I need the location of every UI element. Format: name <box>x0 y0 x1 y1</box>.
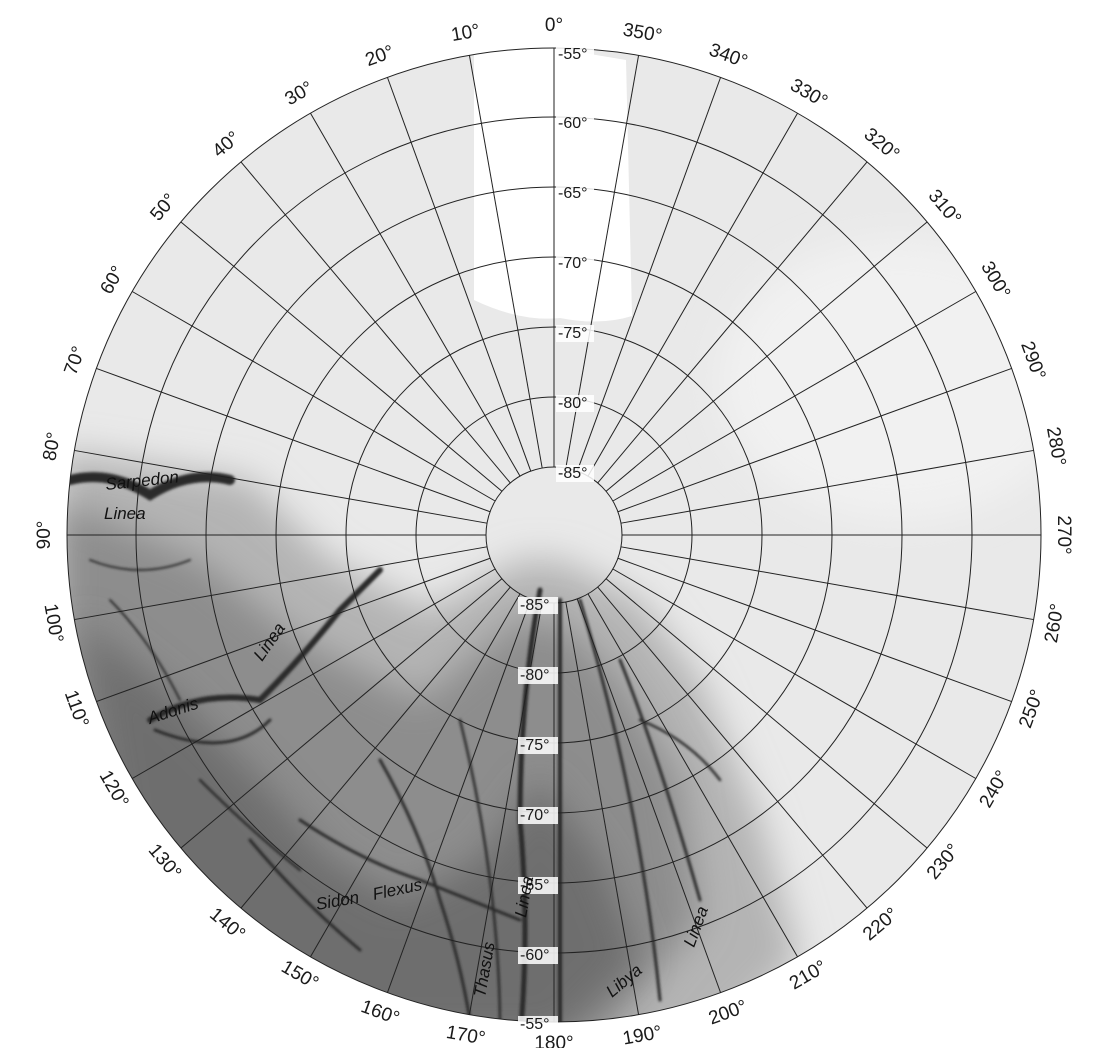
lat-label-bg <box>518 737 558 754</box>
longitude-label: 220° <box>859 904 903 945</box>
longitude-label: 160° <box>358 996 402 1029</box>
meridian <box>74 546 488 621</box>
meridian <box>620 449 1034 524</box>
longitude-label: 100° <box>39 602 67 644</box>
latitude-label-bottom: -85° <box>520 597 550 614</box>
meridian <box>617 557 1012 703</box>
meridian <box>597 586 868 909</box>
latitude-label-bottom: -75° <box>520 737 550 754</box>
meridian <box>605 221 928 492</box>
meridian <box>96 367 491 513</box>
longitude-label: 150° <box>277 956 322 994</box>
lat-label-bg <box>556 325 594 342</box>
latitude-label-top: -80° <box>558 395 588 412</box>
latitude-label-top: -75° <box>558 325 588 342</box>
meridian <box>576 77 722 472</box>
unmapped-region <box>474 48 632 322</box>
meridian <box>612 291 977 502</box>
longitude-label: 30° <box>282 77 317 110</box>
meridian <box>597 161 868 484</box>
meridian <box>131 291 496 502</box>
meridian <box>240 161 511 484</box>
meridian <box>587 112 798 477</box>
longitude-label: 60° <box>96 263 129 298</box>
meridian <box>620 546 1034 621</box>
longitude-label: 70° <box>60 344 90 378</box>
longitude-label: 270° <box>1053 515 1074 554</box>
longitude-label: 350° <box>621 20 663 48</box>
longitude-label: 280° <box>1042 425 1070 467</box>
longitude-label: 180° <box>534 1033 573 1048</box>
lat-label-bg <box>518 667 558 684</box>
meridian <box>565 601 640 1015</box>
latitude-label-top: -60° <box>558 115 588 132</box>
meridian <box>612 568 977 779</box>
longitude-label: 320° <box>860 124 904 165</box>
latitude-label-bottom: -55° <box>520 1016 550 1033</box>
lat-label-bg <box>556 255 594 272</box>
lat-label-bg <box>518 947 558 964</box>
longitude-label: 260° <box>1041 602 1069 644</box>
longitude-label: 330° <box>786 75 831 113</box>
longitude-label: 140° <box>205 904 249 945</box>
meridian <box>74 449 488 524</box>
latitude-label-top: -65° <box>558 185 588 202</box>
longitude-label: 240° <box>975 767 1013 812</box>
longitude-label: 0° <box>545 15 563 36</box>
latitude-labels: -55° -60° -65° -70° -75° -80° -85° -85° -80° -75°… <box>518 46 594 1033</box>
longitude-label: 340° <box>706 40 750 73</box>
longitude-label: 200° <box>706 996 750 1029</box>
lat-label-bg <box>556 46 594 63</box>
latitude-label-top: -85° <box>558 465 588 482</box>
meridian <box>131 568 496 779</box>
meridian <box>310 112 521 477</box>
longitude-label: 20° <box>363 41 397 71</box>
lat-label-bg <box>556 395 594 412</box>
meridian <box>468 55 543 469</box>
longitude-label: 170° <box>445 1022 487 1048</box>
longitude-label: 130° <box>144 840 185 884</box>
longitude-label: 110° <box>60 688 93 731</box>
meridian <box>587 593 798 958</box>
lat-label-bg <box>518 807 558 824</box>
lat-label-bg <box>556 115 594 132</box>
feature-sarpedon-linea: Linea <box>104 504 146 523</box>
longitude-label: 90° <box>34 521 55 550</box>
meridian <box>180 578 503 849</box>
latitude-label-top: -55° <box>558 46 588 63</box>
lat-label-bg <box>518 877 558 894</box>
longitude-label: 50° <box>146 190 181 226</box>
meridian <box>96 557 491 703</box>
latitude-label-bottom: -70° <box>520 807 550 824</box>
longitude-label: 190° <box>621 1022 663 1048</box>
meridian <box>617 367 1012 513</box>
longitude-label: 310° <box>924 186 965 230</box>
longitude-label: 80° <box>39 431 65 463</box>
lat-label-bg <box>518 1016 558 1033</box>
latitude-label-bottom: -65° <box>520 877 550 894</box>
meridian <box>180 221 503 492</box>
longitude-label: 290° <box>1016 339 1049 383</box>
longitude-label: 230° <box>923 840 964 884</box>
longitude-label: 120° <box>95 767 133 812</box>
meridian <box>386 598 532 993</box>
meridian <box>386 77 532 472</box>
lat-label-bg <box>518 597 558 614</box>
longitude-label: 300° <box>976 258 1014 303</box>
latitude-label-top: -70° <box>558 255 588 272</box>
longitude-label: 210° <box>786 956 831 994</box>
meridian <box>240 586 511 909</box>
lat-label-bg <box>556 465 594 482</box>
latitude-label-bottom: -80° <box>520 667 550 684</box>
meridian <box>576 598 722 993</box>
longitude-label: 10° <box>450 20 482 46</box>
longitude-label: 250° <box>1015 687 1048 731</box>
latitude-label-bottom: -60° <box>520 947 550 964</box>
longitude-label: 40° <box>209 127 245 162</box>
lat-label-bg <box>556 185 594 202</box>
meridian <box>605 578 928 849</box>
meridian <box>310 593 521 958</box>
